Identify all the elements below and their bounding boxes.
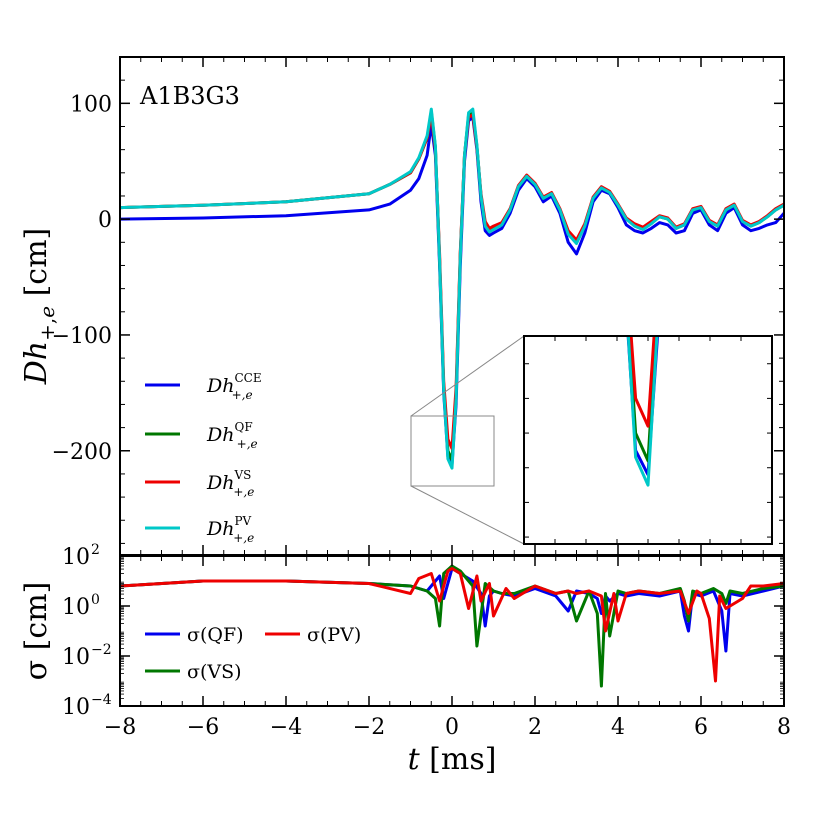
zoom-inset (410, 335, 773, 545)
top-series-group (120, 107, 784, 470)
y-tick-exponent-bottom: −4 (91, 692, 112, 708)
series-line-pv (120, 107, 784, 470)
x-tick-label: −8 (104, 715, 136, 740)
top-panel: 100 0 −100 −200 A1B3G3 Dh+,e [cm] (19, 56, 785, 556)
legend-item-vs: DhVS +,e (145, 468, 254, 499)
y-axis-label-top: Dh+,e [cm] (19, 228, 59, 386)
svg-text:DhPV+,e: DhPV +,e (206, 514, 254, 545)
legend-sup-qf: QF (234, 420, 252, 434)
inset-ticks (523, 336, 773, 544)
x-axis-label: t [ms] (408, 742, 497, 777)
legend-sub-vs: +,e (233, 485, 254, 499)
x-tick-label: −4 (270, 715, 302, 740)
legend-label-pv: Dh (206, 518, 234, 540)
x-tick-label: 8 (777, 715, 791, 740)
x-tick-label: 6 (694, 715, 708, 740)
legend-label-qf: Dh (206, 424, 234, 446)
y-tick-exponent-bottom: −2 (91, 642, 112, 658)
svg-text:DhQF+,e: DhQF +,e (206, 420, 258, 451)
y-tick-label-bottom: 10 (62, 645, 90, 670)
legend-item-qf: DhQF +,e (145, 420, 258, 451)
x-tick-label: 2 (528, 715, 542, 740)
x-tick-label: 0 (445, 715, 459, 740)
zoom-connector-top (410, 335, 525, 417)
y-tick-label-bottom: 10 (62, 545, 90, 570)
bottom-series-group (120, 564, 784, 688)
legend-item-sigma-vs: σ(VS) (145, 661, 242, 683)
svg-text:DhVS+,e: DhVS +,e (206, 468, 254, 499)
top-ticks: 100 0 −100 −200 (52, 56, 785, 555)
x-tick-label: 4 (611, 715, 625, 740)
legend-item-cce: DhCCE +,e (145, 371, 262, 402)
top-legend: DhCCE +,e DhQF +,e DhVS +,e DhPV +,e (145, 371, 262, 545)
legend-item-sigma-pv: σ(PV) (265, 624, 361, 646)
zoom-source-box (410, 415, 495, 487)
legend-label-cce: Dh (206, 375, 234, 397)
y-tick-exponent-bottom: 0 (91, 592, 100, 608)
bottom-legend: σ(QF) σ(PV) σ(VS) (145, 624, 361, 683)
legend-sup-pv: PV (234, 514, 251, 528)
legend-label-vs: Dh (206, 472, 234, 494)
sigma-line-1 (120, 564, 784, 688)
y-tick-label-top: 100 (70, 92, 112, 117)
y-tick-label-bottom: 10 (62, 695, 90, 720)
legend-label-sigma-qf: σ(QF) (187, 624, 244, 646)
legend-label-sigma-pv: σ(PV) (307, 624, 361, 646)
y-tick-label-top: −100 (52, 324, 112, 349)
legend-item-pv: DhPV +,e (145, 514, 254, 545)
legend-sup-cce: CCE (234, 371, 261, 385)
y-tick-label-bottom: 10 (62, 595, 90, 620)
legend-sub-cce: +,e (232, 388, 253, 402)
y-axis-label-bottom: σ [cm] (19, 582, 54, 681)
legend-sub-pv: +,e (233, 531, 254, 545)
y-tick-label-top: 0 (98, 208, 112, 233)
sigma-line-2 (120, 567, 784, 683)
legend-label-sigma-vs: σ(VS) (187, 661, 242, 683)
y-tick-exponent-bottom: 2 (91, 542, 100, 558)
svg-text:DhCCE+,e: DhCCE +,e (206, 371, 262, 402)
x-tick-label: −2 (353, 715, 385, 740)
legend-item-sigma-qf: σ(QF) (145, 624, 244, 646)
x-tick-label: −6 (187, 715, 219, 740)
panel-title: A1B3G3 (139, 82, 240, 110)
zoom-connector-bottom (410, 485, 525, 545)
y-tick-label-top: −200 (52, 440, 112, 465)
legend-sub-qf: +,e (237, 437, 258, 451)
legend-sup-vs: VS (233, 468, 251, 482)
